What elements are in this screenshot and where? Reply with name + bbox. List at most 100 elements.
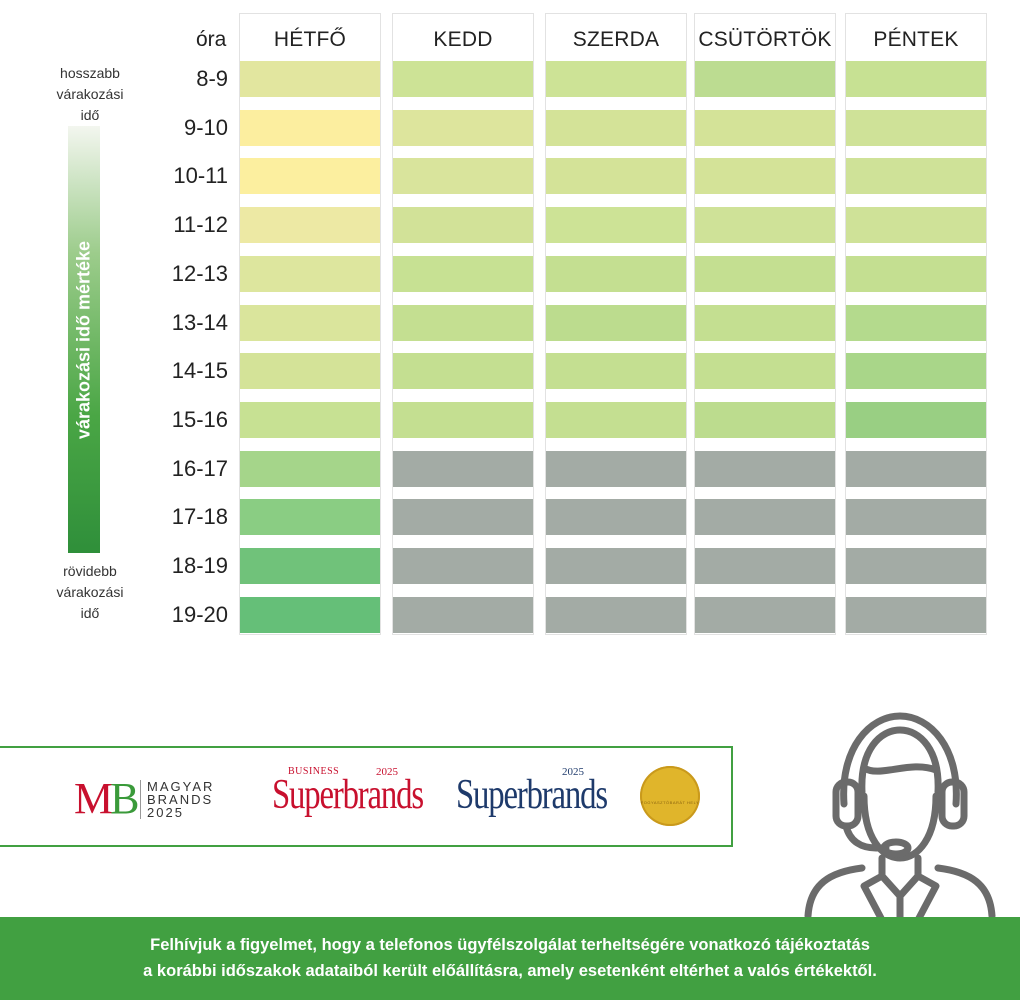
heatmap-cell	[240, 450, 380, 487]
heatmap-cell	[393, 596, 533, 633]
heatmap-cell	[240, 499, 380, 536]
column-header: CSÜTÖRTÖK	[694, 13, 836, 63]
heatmap-cell	[846, 158, 986, 195]
heatmap-cell	[695, 353, 835, 390]
heatmap-cell	[695, 450, 835, 487]
heatmap-cell	[846, 499, 986, 536]
heatmap-cell	[846, 450, 986, 487]
heatmap-cell	[240, 207, 380, 244]
hour-label: 19-20	[171, 601, 228, 627]
hour-label: 16-17	[171, 455, 228, 481]
heatmap-cell	[546, 548, 686, 584]
heatmap-cell	[393, 353, 533, 390]
heatmap-cell	[846, 353, 986, 390]
column-header: HÉTFŐ	[239, 13, 381, 63]
heatmap-cell	[846, 255, 986, 292]
heatmap-cell	[393, 304, 533, 341]
hour-label: 11-12	[173, 212, 228, 238]
magyar-brands-text: MAGYAR BRANDS 2025	[140, 780, 214, 819]
heatmap-cell	[240, 304, 380, 341]
heatmap-cell	[546, 353, 686, 390]
heatmap-cell	[393, 401, 533, 438]
heatmap-cell	[240, 596, 380, 633]
hour-label: 14-15	[171, 358, 228, 384]
column-body	[239, 63, 381, 635]
heatmap-cell	[695, 548, 835, 584]
hour-label: 18-19	[171, 553, 228, 578]
heatmap-cell	[695, 61, 835, 97]
column-body	[694, 63, 836, 635]
heatmap-cell	[240, 548, 380, 584]
gold-seal-badge: FOGYASZTÓBARÁT HELY	[640, 766, 700, 826]
column-body	[392, 63, 534, 635]
heatmap-cell	[240, 109, 380, 146]
hour-label: 13-14	[171, 309, 228, 335]
legend-top-label: hosszabb várakozási idő	[56, 65, 124, 123]
heatmap-cell	[695, 499, 835, 536]
heatmap-cell	[546, 596, 686, 633]
row-header-label: óra	[196, 28, 227, 51]
heatmap-cell	[846, 548, 986, 584]
logos-box	[0, 746, 733, 847]
heatmap-cell	[393, 158, 533, 195]
heatmap-cell	[695, 109, 835, 146]
heatmap-cell	[546, 158, 686, 195]
hour-label: 9-10	[183, 114, 228, 140]
column-header-label: SZERDA	[572, 28, 660, 51]
footer-notice: Felhívjuk a figyelmet, hogy a telefonos …	[0, 917, 1020, 1000]
customer-service-agent-icon	[804, 712, 996, 920]
heatmap-cell	[695, 304, 835, 341]
footer-line-2: a korábbi időszakok adataiból került elő…	[143, 962, 877, 980]
heatmap-cell	[393, 109, 533, 146]
heatmap-cell	[546, 401, 686, 438]
heatmap-cell	[846, 109, 986, 146]
heatmap-cell	[393, 207, 533, 244]
heatmap-cell	[695, 401, 835, 438]
heatmap-cell	[546, 109, 686, 146]
column-body	[845, 63, 987, 635]
hour-label: 17-18	[171, 504, 228, 530]
heatmap-cell	[695, 596, 835, 633]
heatmap-cell	[240, 158, 380, 195]
column-header: SZERDA	[545, 13, 687, 63]
magyar-brands-logo: MB MAGYAR BRANDS 2025	[74, 776, 234, 826]
heatmap-cell	[546, 450, 686, 487]
superbrands-logo: 2025 Superbrands	[456, 766, 608, 818]
column-header-label: KEDD	[433, 28, 493, 51]
column-header-label: HÉTFŐ	[273, 28, 347, 51]
heatmap-cell	[240, 255, 380, 292]
magyar-brands-mark: MB	[74, 774, 140, 823]
heatmap-cell	[846, 401, 986, 438]
heatmap-cell	[695, 207, 835, 244]
legend-bottom-label: rövidebb várakozási idő	[56, 563, 124, 621]
heatmap-cell	[546, 255, 686, 292]
legend-bar-label: várakozási idő mértéke	[73, 240, 94, 440]
heatmap-cell	[546, 499, 686, 536]
hour-label: 12-13	[171, 260, 228, 286]
legend-gradient-bar	[68, 126, 100, 553]
heatmap-cell	[846, 596, 986, 633]
heatmap-cell	[240, 353, 380, 390]
heatmap-cell	[546, 304, 686, 341]
column-header-label: CSÜTÖRTÖK	[698, 28, 832, 51]
heatmap-cell	[393, 450, 533, 487]
heatmap-cell	[546, 207, 686, 244]
column-header-label: PÉNTEK	[873, 28, 959, 51]
heatmap-cell	[846, 61, 986, 97]
heatmap-cell	[695, 158, 835, 195]
heatmap-cell	[546, 61, 686, 97]
business-superbrands-logo: BUSINESS 2025 Superbrands	[272, 766, 424, 818]
heatmap-cell	[846, 304, 986, 341]
hour-label: 15-16	[171, 406, 228, 432]
heatmap-cell	[393, 255, 533, 292]
heatmap-cell	[240, 61, 380, 97]
hour-label: 8-9	[196, 66, 228, 91]
column-header: KEDD	[392, 13, 534, 63]
heatmap-cell	[240, 401, 380, 438]
footer-line-1: Felhívjuk a figyelmet, hogy a telefonos …	[150, 936, 870, 954]
heatmap-cell	[695, 255, 835, 292]
heatmap-cell	[393, 61, 533, 97]
heatmap-cell	[846, 207, 986, 244]
heatmap-cell	[393, 548, 533, 584]
hour-label: 10-11	[173, 163, 228, 189]
